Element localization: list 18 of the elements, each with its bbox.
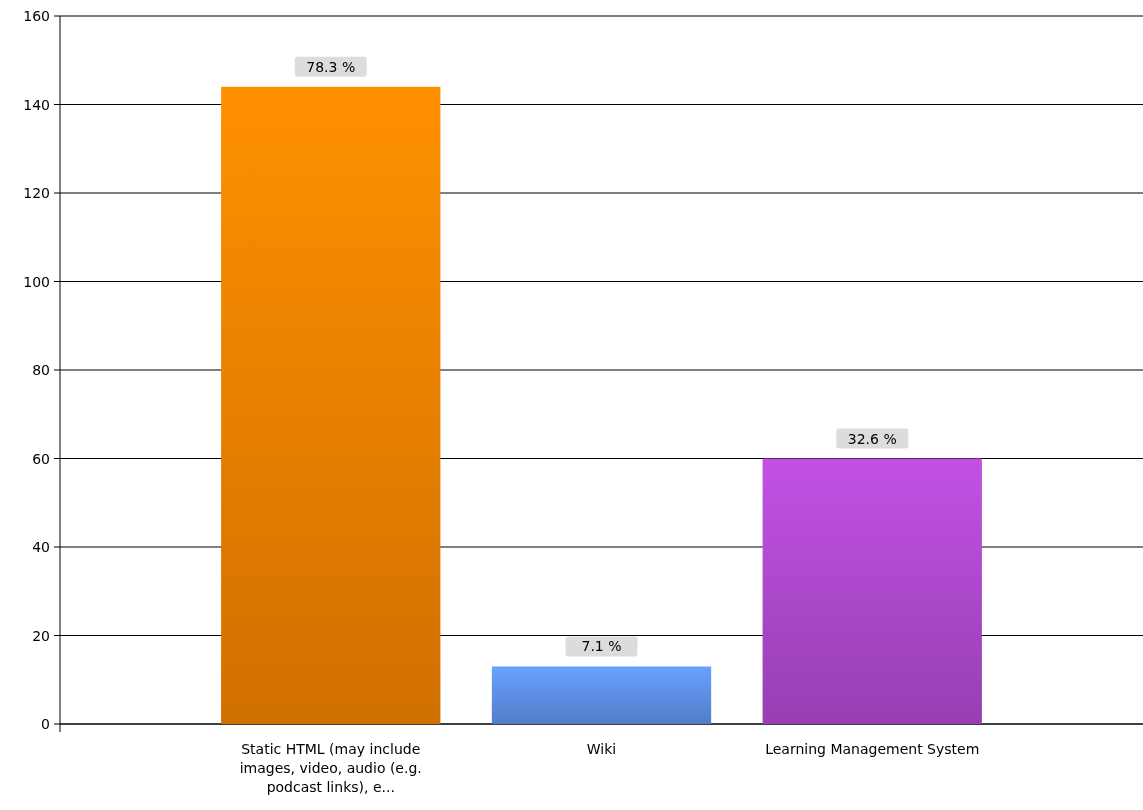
y-tick-label: 140 bbox=[23, 96, 50, 113]
bar bbox=[491, 666, 712, 724]
y-tick-label: 0 bbox=[41, 716, 50, 732]
y-tick-label: 100 bbox=[23, 273, 50, 290]
x-tick-label: Learning Management System bbox=[765, 741, 980, 757]
y-tick-label: 120 bbox=[23, 185, 50, 201]
annotation: 78.3 % bbox=[306, 58, 356, 75]
bar bbox=[221, 86, 441, 724]
annotation: 7.1 % bbox=[581, 638, 622, 655]
x-tick-label: Wiki bbox=[586, 741, 617, 757]
y-tick-label: 20 bbox=[32, 627, 50, 644]
annotation: 32.6 % bbox=[847, 430, 897, 447]
x-tick-label: Static HTML (may include images, video, audio (e.g. podcast links), e... bbox=[239, 741, 422, 795]
y-tick-label: 160 bbox=[23, 8, 50, 24]
y-tick-label: 60 bbox=[32, 450, 50, 467]
bar bbox=[762, 458, 982, 724]
y-tick-label: 80 bbox=[32, 362, 50, 378]
y-tick-label: 40 bbox=[32, 539, 50, 555]
